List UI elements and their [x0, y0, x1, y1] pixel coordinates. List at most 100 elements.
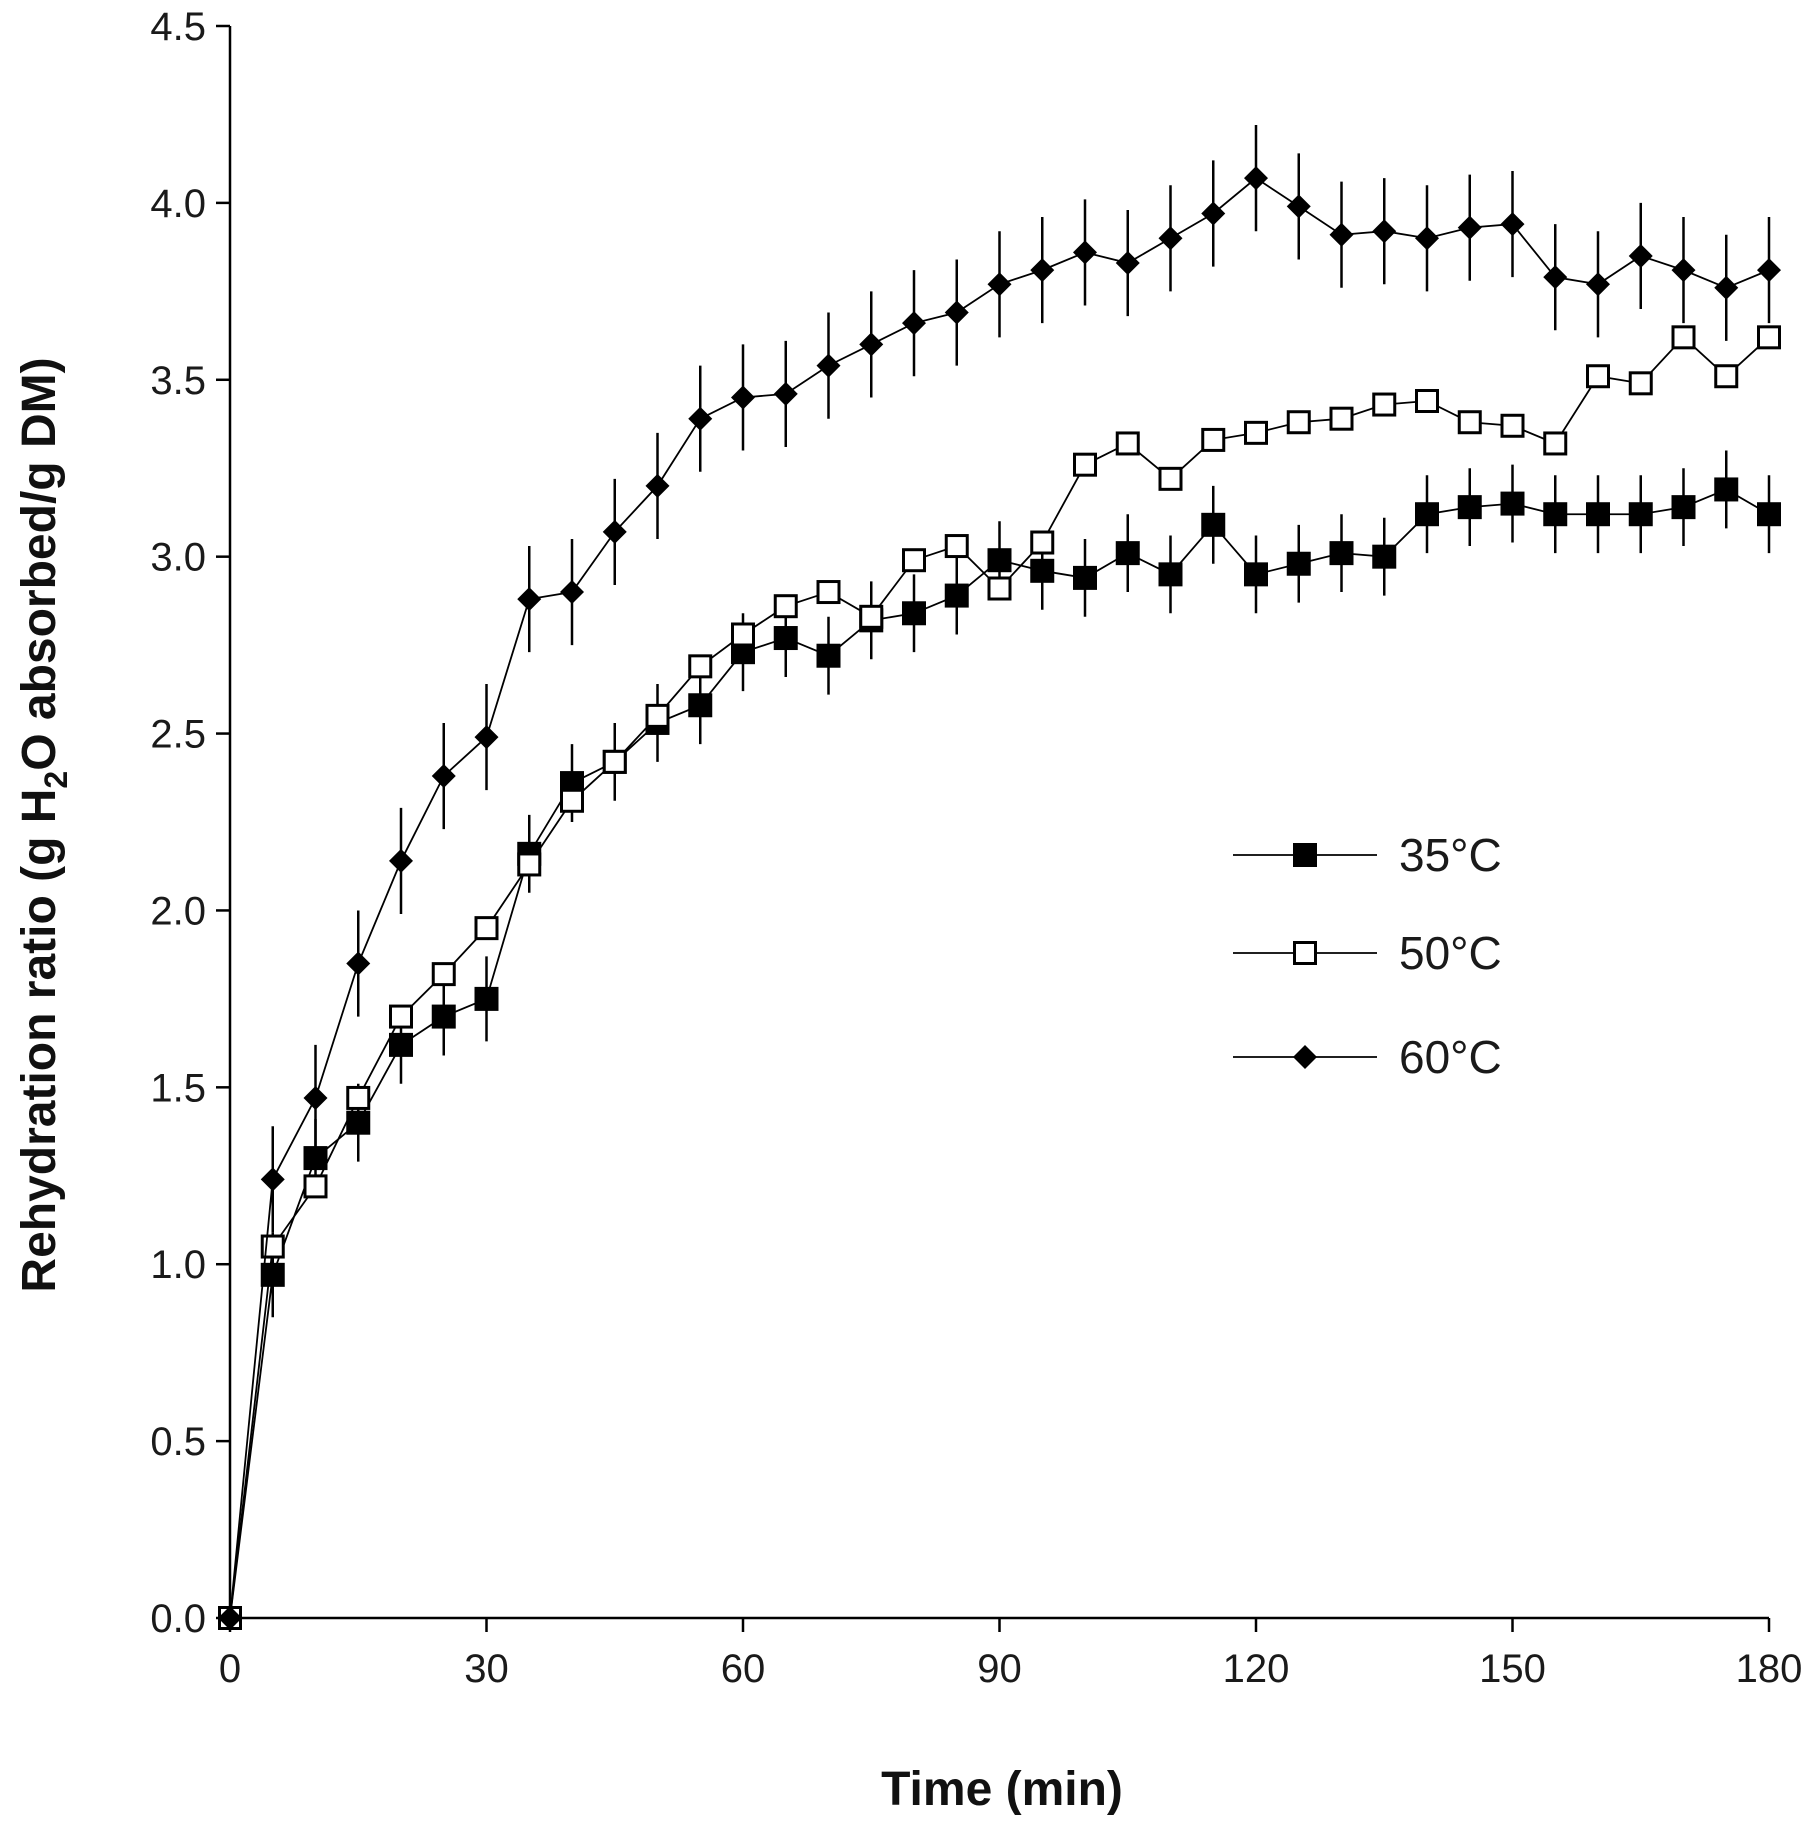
data-point	[1030, 258, 1055, 283]
data-point	[1457, 410, 1482, 435]
data-point	[1372, 219, 1397, 244]
data-point	[389, 1004, 413, 1029]
x-tick-label: 30	[464, 1647, 509, 1691]
data-point	[1415, 502, 1439, 527]
data-point	[1030, 558, 1055, 583]
data-point	[346, 1085, 371, 1110]
y-tick-label: 4.0	[150, 182, 206, 226]
series-layer	[218, 125, 1781, 1630]
data-point	[602, 749, 627, 774]
data-point	[1158, 226, 1183, 251]
data-point	[1286, 551, 1311, 576]
data-point	[1073, 452, 1097, 477]
data-point	[1201, 512, 1226, 537]
data-point	[816, 353, 841, 378]
data-point	[731, 622, 755, 647]
axes: 0.0 0.5 1.0 1.5 2.0 2.5 3.0 3.5 4.0 4.5 0 30 60 90 120…	[150, 5, 1802, 1691]
legend: 35°C 50°C 60°C	[1233, 829, 1502, 1083]
data-point	[773, 626, 798, 651]
legend-label: 50°C	[1399, 927, 1502, 979]
data-point	[688, 406, 713, 431]
data-point	[773, 594, 798, 619]
data-point	[1714, 364, 1739, 389]
legend-marker	[1293, 941, 1317, 965]
series-line	[229, 177, 1770, 1619]
data-point	[303, 1085, 328, 1110]
data-point	[859, 332, 884, 357]
data-point	[1115, 251, 1140, 276]
data-point	[1543, 265, 1568, 290]
data-point	[1671, 325, 1696, 350]
data-point	[1030, 530, 1055, 555]
data-point	[902, 311, 926, 336]
data-point	[1500, 212, 1525, 237]
data-point	[474, 916, 499, 941]
data-point	[987, 272, 1012, 297]
data-point	[688, 654, 713, 679]
data-point	[1372, 392, 1397, 417]
data-point	[1586, 272, 1610, 297]
legend-label: 60°C	[1399, 1031, 1502, 1083]
legend-item-1: 35°C	[1233, 829, 1502, 881]
data-point	[1757, 502, 1781, 527]
data-point	[688, 693, 713, 718]
data-point	[1714, 275, 1739, 300]
data-point	[944, 534, 969, 559]
data-point	[1671, 258, 1696, 283]
data-point	[859, 604, 884, 629]
y-axis-title-pre: Rehydration ratio (g H	[13, 789, 66, 1293]
x-tick-label: 180	[1736, 1647, 1803, 1691]
data-point	[816, 643, 841, 668]
data-point	[1757, 258, 1781, 283]
data-point	[389, 1032, 413, 1057]
y-tick-label: 1.0	[150, 1243, 206, 1287]
data-point	[1628, 243, 1653, 268]
legend-marker	[1293, 843, 1317, 867]
data-point	[645, 473, 670, 498]
data-point	[1457, 495, 1482, 520]
y-axis-title-subscript: 2	[38, 771, 74, 789]
data-point	[1115, 541, 1140, 566]
data-point	[987, 548, 1012, 573]
legend-item-2: 50°C	[1233, 927, 1502, 979]
data-point	[1158, 466, 1183, 491]
data-point	[474, 725, 499, 750]
x-tick-label: 60	[721, 1647, 766, 1691]
y-axis-title: Rehydration ratio (g H2O absorbed/g DM)	[13, 357, 74, 1292]
series-line	[229, 488, 1770, 1619]
data-point	[1714, 477, 1739, 502]
data-point	[560, 580, 584, 605]
y-tick-label: 3.5	[150, 359, 206, 403]
data-point	[1158, 562, 1183, 587]
legend-label: 35°C	[1399, 829, 1502, 881]
data-point	[1415, 389, 1439, 414]
data-point	[1244, 420, 1268, 445]
data-point	[560, 788, 584, 813]
data-point	[1757, 325, 1781, 350]
data-point	[1244, 562, 1268, 587]
y-tick-label: 0.5	[150, 1420, 206, 1464]
data-point	[773, 381, 798, 406]
x-tick-label: 90	[977, 1647, 1022, 1691]
data-point	[1329, 406, 1354, 431]
y-tick-label: 0.0	[150, 1597, 206, 1641]
data-point	[987, 576, 1012, 601]
x-tick-label: 120	[1223, 1647, 1290, 1691]
data-point	[1457, 215, 1482, 240]
data-point	[1115, 431, 1140, 456]
x-tick-label: 150	[1479, 1647, 1546, 1691]
y-axis-title-post: O absorbed/g DM)	[13, 357, 66, 770]
data-point	[1286, 410, 1311, 435]
data-point	[731, 385, 755, 410]
data-point	[260, 1167, 285, 1192]
data-point	[389, 848, 413, 873]
data-point	[1543, 431, 1568, 456]
series-1	[218, 450, 1781, 1630]
legend-item-3: 60°C	[1233, 1031, 1502, 1083]
data-point	[1329, 541, 1354, 566]
x-tick-label: 0	[219, 1647, 241, 1691]
data-point	[346, 951, 371, 976]
data-point	[474, 986, 499, 1011]
y-tick-label: 1.5	[150, 1066, 206, 1110]
